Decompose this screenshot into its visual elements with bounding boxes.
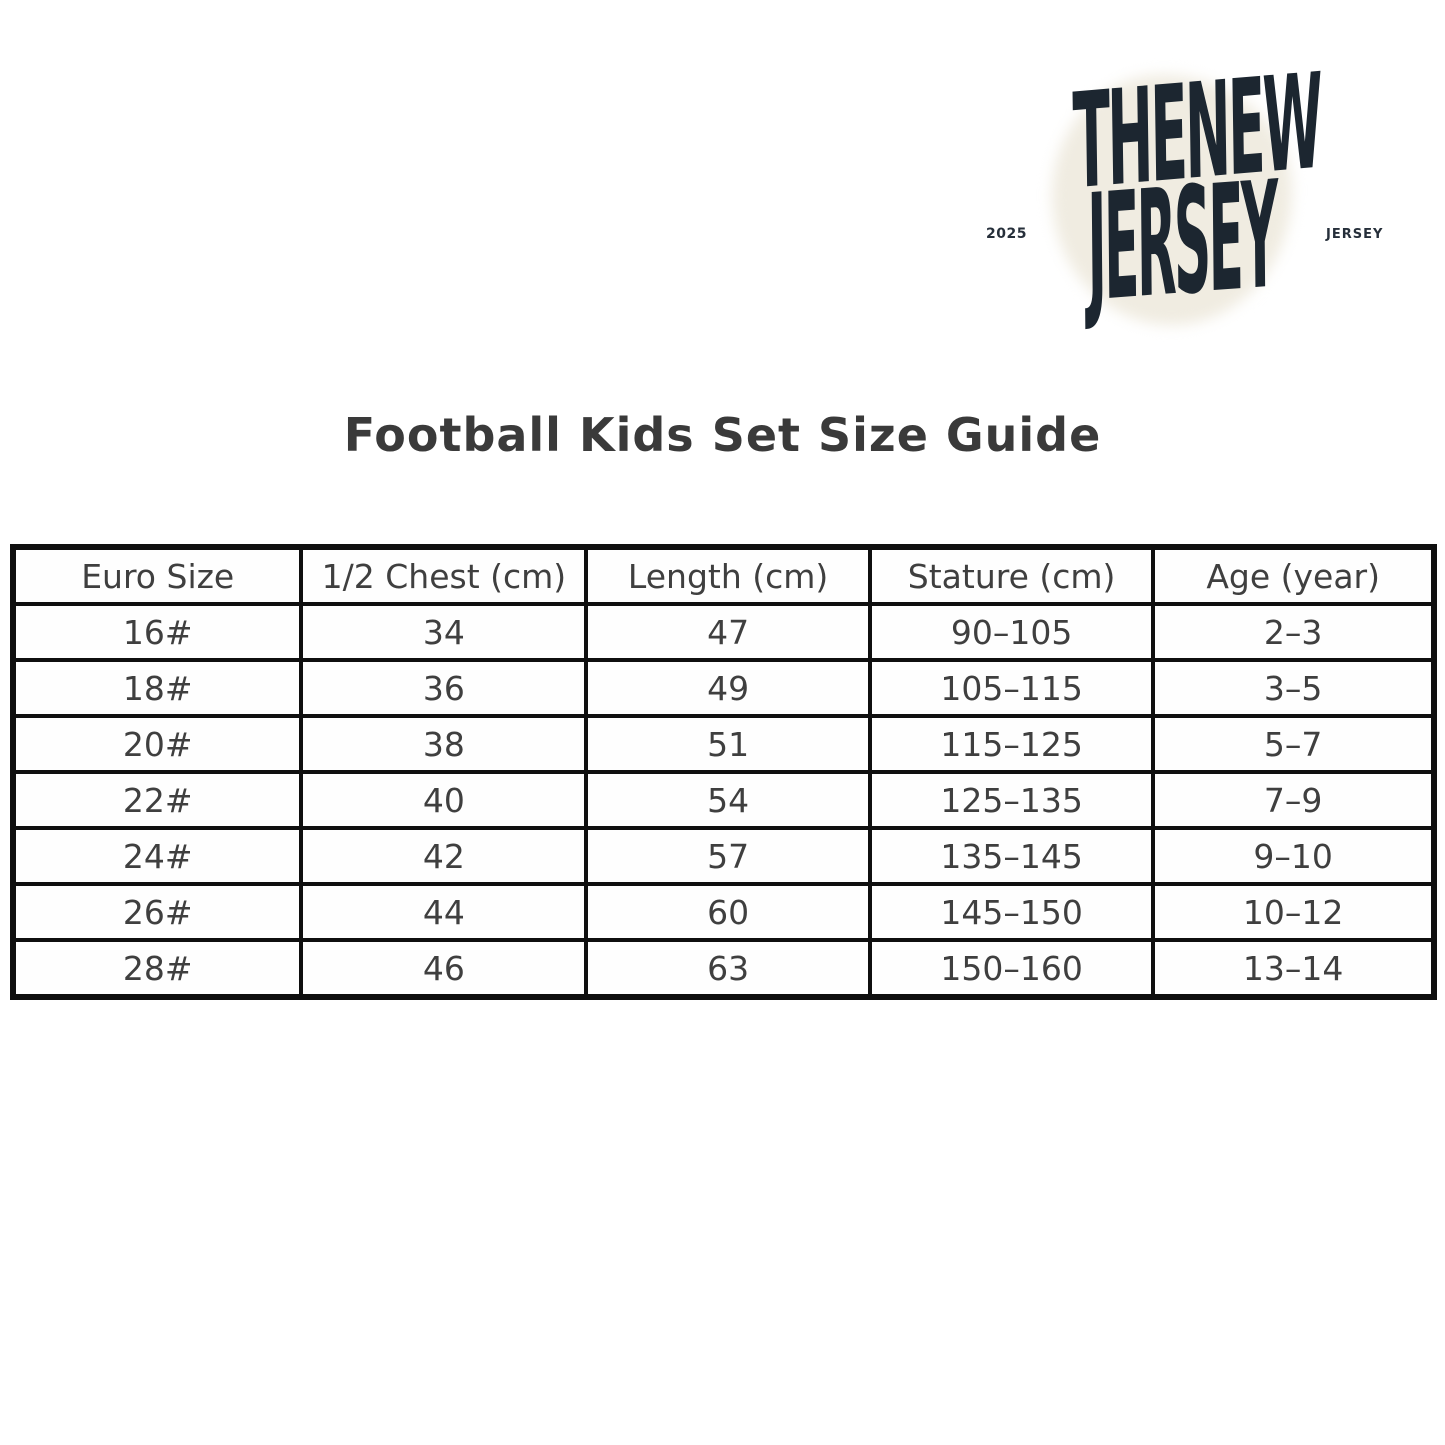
cell-stature: 150–160 — [867, 938, 1156, 999]
cell-euro-size: 18# — [10, 658, 304, 718]
cell-euro-size: 16# — [10, 602, 304, 662]
cell-half-chest: 40 — [299, 770, 589, 830]
cell-half-chest: 38 — [299, 714, 589, 774]
logo-splatter-background — [1052, 75, 1292, 325]
cell-length: 57 — [584, 826, 872, 886]
cell-stature: 105–115 — [867, 658, 1156, 718]
table-row: 20# 38 51 115–125 5–7 — [10, 714, 1436, 774]
cell-euro-size: 26# — [10, 882, 304, 942]
cell-length: 49 — [584, 658, 872, 718]
table-row: 24# 42 57 135–145 9–10 — [10, 826, 1436, 886]
table-row: 28# 46 63 150–160 13–14 — [10, 938, 1436, 999]
cell-length: 63 — [584, 938, 872, 999]
col-header-length: Length (cm) — [584, 545, 872, 606]
col-header-half-chest: 1/2 Chest (cm) — [299, 545, 589, 606]
table-row: 22# 40 54 125–135 7–9 — [10, 770, 1436, 830]
table-row: 18# 36 49 105–115 3–5 — [10, 658, 1436, 718]
cell-length: 51 — [584, 714, 872, 774]
cell-age: 3–5 — [1151, 658, 1436, 718]
cell-age: 9–10 — [1151, 826, 1436, 886]
cell-stature: 90–105 — [867, 602, 1156, 662]
cell-age: 2–3 — [1151, 602, 1436, 662]
cell-stature: 135–145 — [867, 826, 1156, 886]
cell-half-chest: 42 — [299, 826, 589, 886]
cell-length: 54 — [584, 770, 872, 830]
table-row: 16# 34 47 90–105 2–3 — [10, 602, 1436, 662]
table-row: 26# 44 60 145–150 10–12 — [10, 882, 1436, 942]
cell-euro-size: 22# — [10, 770, 304, 830]
cell-age: 7–9 — [1151, 770, 1436, 830]
cell-stature: 125–135 — [867, 770, 1156, 830]
cell-age: 13–14 — [1151, 938, 1436, 999]
cell-length: 60 — [584, 882, 872, 942]
table-header-row: Euro Size 1/2 Chest (cm) Length (cm) Sta… — [10, 545, 1436, 606]
logo-year-label: 2025 — [986, 226, 1027, 242]
cell-half-chest: 36 — [299, 658, 589, 718]
logo-side-label: JERSEY — [1326, 227, 1384, 242]
cell-half-chest: 46 — [299, 938, 589, 999]
logo-wordmark-line2: JERSEY — [1086, 150, 1277, 337]
cell-stature: 115–125 — [867, 714, 1156, 774]
cell-euro-size: 20# — [10, 714, 304, 774]
col-header-age: Age (year) — [1151, 545, 1436, 606]
cell-age: 10–12 — [1151, 882, 1436, 942]
size-guide-table: Euro Size 1/2 Chest (cm) Length (cm) Sta… — [10, 544, 1437, 1000]
col-header-euro-size: Euro Size — [10, 545, 304, 606]
cell-length: 47 — [584, 602, 872, 662]
col-header-stature: Stature (cm) — [867, 545, 1156, 606]
cell-euro-size: 24# — [10, 826, 304, 886]
page-title: Football Kids Set Size Guide — [343, 408, 1102, 462]
cell-half-chest: 44 — [299, 882, 589, 942]
cell-age: 5–7 — [1151, 714, 1436, 774]
cell-euro-size: 28# — [10, 938, 304, 999]
cell-half-chest: 34 — [299, 602, 589, 662]
cell-stature: 145–150 — [867, 882, 1156, 942]
